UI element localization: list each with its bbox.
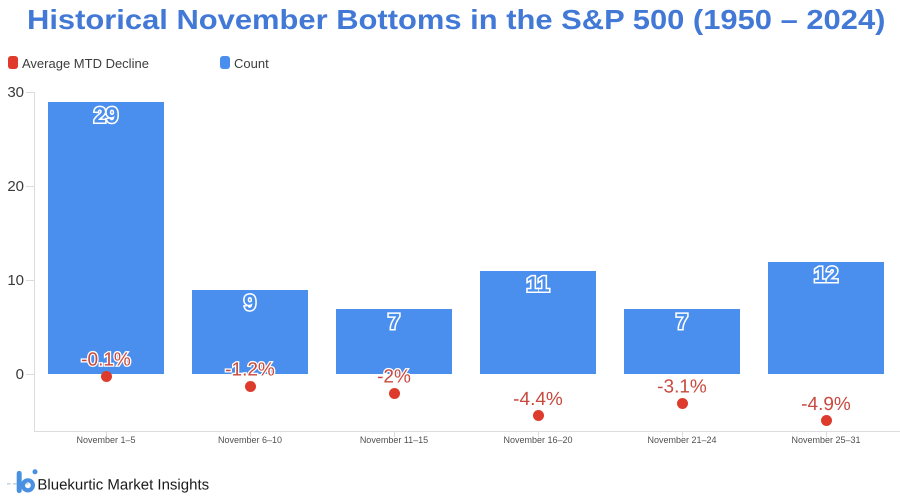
svg-text:11: 11 [526, 272, 549, 297]
svg-text:-1.2%: -1.2% [225, 359, 275, 380]
svg-text:9: 9 [244, 290, 256, 315]
svg-text:Bluekurtic Market Insights: Bluekurtic Market Insights [37, 476, 209, 493]
svg-text:-4.4%: -4.4% [513, 389, 563, 410]
svg-text:7: 7 [388, 309, 400, 334]
svg-text:-2%: -2% [377, 367, 411, 388]
svg-text:-0.1%: -0.1% [81, 350, 131, 371]
svg-text:-3.1%: -3.1% [657, 377, 707, 398]
svg-text:7: 7 [676, 309, 688, 334]
svg-text:-4.9%: -4.9% [801, 394, 851, 415]
svg-text:12: 12 [814, 262, 838, 287]
svg-text:29: 29 [94, 103, 118, 128]
